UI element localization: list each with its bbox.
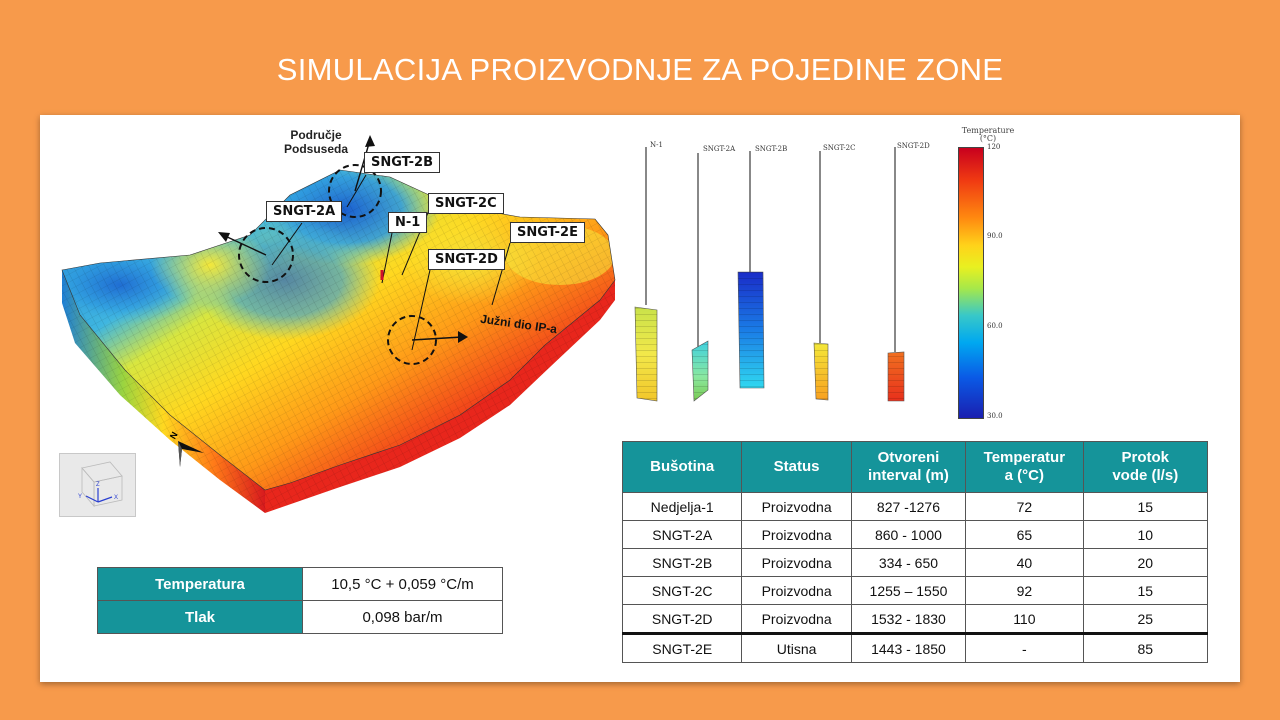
param-value: 0,098 bar/m: [302, 600, 503, 634]
axis-z-label: Z: [96, 482, 100, 488]
table-cell: Proizvodna: [741, 604, 852, 634]
param-label: Temperatura: [97, 567, 303, 601]
table-row: Tlak 0,098 bar/m: [97, 600, 503, 634]
table-cell: Proizvodna: [741, 492, 852, 521]
table-cell: SNGT-2B: [621, 548, 743, 577]
table-cell: 40: [965, 548, 1084, 577]
axis-orientation-widget: Z Y X: [59, 453, 136, 517]
table-row: SNGT-2E Utisna 1443 - 1850 - 85: [621, 632, 1209, 663]
table-cell: Proizvodna: [741, 576, 852, 605]
wells-table: Bušotina Status Otvoreni interval (m) Te…: [621, 441, 1209, 663]
table-cell: 110: [965, 604, 1084, 634]
well-label-sngt-2b: SNGT-2B: [755, 145, 788, 153]
table-cell: 72: [965, 492, 1084, 521]
table-cell: 15: [1082, 576, 1209, 605]
column-header: Temperatur a (°C): [965, 441, 1084, 493]
table-row: SNGT-2B Proizvodna 334 - 650 40 20: [621, 548, 1209, 577]
param-value: 10,5 °C + 0,059 °C/m: [302, 567, 503, 601]
callout-sngt-2a: SNGT-2A: [266, 201, 343, 222]
callout-sngt-2c: SNGT-2C: [428, 193, 504, 214]
table-row: SNGT-2C Proizvodna 1255 – 1550 92 15: [621, 576, 1209, 605]
table-cell: SNGT-2A: [621, 520, 743, 549]
table-cell: 65: [965, 520, 1084, 549]
table-row: SNGT-2D Proizvodna 1532 - 1830 110 25: [621, 604, 1209, 634]
param-label: Tlak: [97, 600, 303, 634]
column-header: Otvoreni interval (m): [850, 441, 967, 493]
north-label: N: [168, 430, 180, 441]
table-cell: Proizvodna: [741, 548, 852, 577]
wells-temperature-image: [634, 147, 905, 402]
table-row: SNGT-2A Proizvodna 860 - 1000 65 10: [621, 520, 1209, 549]
table-cell: 25: [1082, 604, 1209, 634]
axis-x-label: X: [114, 495, 118, 501]
region-label-podsuseda: Područje Podsuseda: [284, 128, 349, 156]
table-cell: 860 - 1000: [850, 520, 967, 549]
table-cell: Utisna: [741, 632, 852, 663]
table-cell: SNGT-2C: [621, 576, 743, 605]
north-arrow-icon: N: [168, 430, 204, 467]
table-cell: 1443 - 1850: [850, 632, 967, 663]
content-panel: SNGT-2B SNGT-2A SNGT-2C N-1 SNGT-2E SNGT…: [40, 115, 1240, 682]
table-cell: 15: [1082, 492, 1209, 521]
parameters-table: Temperatura 10,5 °C + 0,059 °C/m Tlak 0,…: [97, 567, 503, 634]
table-row: Nedjelja-1 Proizvodna 827 -1276 72 15: [621, 492, 1209, 521]
well-label-sngt-2d: SNGT-2D: [897, 142, 930, 150]
legend-tick-30: 30.0: [987, 412, 1003, 420]
table-cell: SNGT-2D: [621, 604, 743, 634]
table-row: Temperatura 10,5 °C + 0,059 °C/m: [97, 567, 503, 601]
table-cell: 1255 – 1550: [850, 576, 967, 605]
callout-n-1: N-1: [388, 212, 428, 233]
table-cell: 334 - 650: [850, 548, 967, 577]
table-cell: 10: [1082, 520, 1209, 549]
table-header-row: Bušotina Status Otvoreni interval (m) Te…: [621, 441, 1209, 493]
slide-title: SIMULACIJA PROIZVODNJE ZA POJEDINE ZONE: [276, 52, 1004, 87]
column-header: Status: [741, 441, 852, 493]
legend-title: Temperature (°C): [961, 126, 1015, 143]
temperature-color-scale: [958, 147, 984, 419]
callout-sngt-2b: SNGT-2B: [364, 152, 440, 173]
well-label-sngt-2a: SNGT-2A: [703, 145, 736, 153]
table-cell: 1532 - 1830: [850, 604, 967, 634]
table-cell: -: [965, 632, 1084, 663]
callout-sngt-2e: SNGT-2E: [510, 222, 585, 243]
axis-y-label: Y: [78, 494, 82, 500]
table-cell: Nedjelja-1: [621, 492, 743, 521]
table-cell: 85: [1082, 632, 1209, 663]
table-cell: 92: [965, 576, 1084, 605]
legend-tick-60: 60.0: [987, 322, 1003, 330]
table-cell: 20: [1082, 548, 1209, 577]
table-cell: SNGT-2E: [621, 632, 743, 663]
well-label-n-1: N-1: [650, 141, 663, 149]
well-label-sngt-2c: SNGT-2C: [823, 144, 856, 152]
column-header: Bušotina: [621, 441, 743, 493]
callout-sngt-2d: SNGT-2D: [428, 249, 505, 270]
column-header: Protok vode (l/s): [1082, 441, 1209, 493]
legend-tick-120: 120: [987, 143, 1001, 151]
table-cell: Proizvodna: [741, 520, 852, 549]
legend-tick-90: 90.0: [987, 232, 1003, 240]
table-cell: 827 -1276: [850, 492, 967, 521]
